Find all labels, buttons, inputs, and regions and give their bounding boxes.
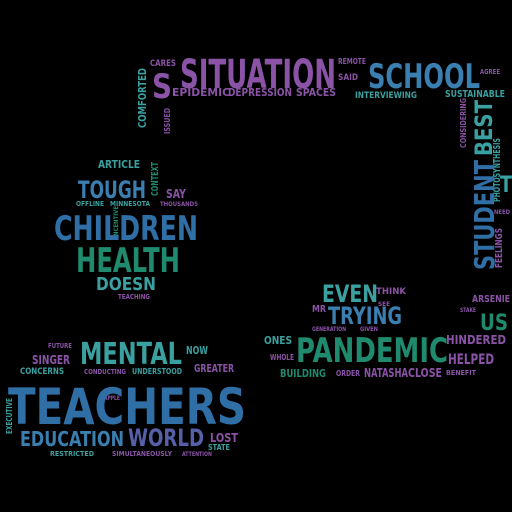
word-doesn: DOESN: [96, 274, 156, 295]
word-student: STUDENT: [468, 160, 501, 270]
word-benefit: BENEFIT: [446, 369, 476, 377]
word-considering: CONSIDERING: [459, 98, 468, 148]
word-lost: LOST: [210, 431, 239, 445]
word-singer: SINGER: [32, 353, 70, 367]
word-stake: STAKE: [460, 307, 476, 314]
word-conducting: CONDUCTING: [84, 368, 126, 376]
word-arsenie: ARSENIE: [472, 294, 510, 305]
word-generation: GENERATION: [312, 326, 346, 333]
word-greater: GREATER: [194, 362, 234, 375]
word-ones: ONES: [264, 334, 292, 347]
word-see: SEE: [378, 301, 390, 308]
word-simultaneously: SIMULTANEOUSLY: [112, 450, 173, 458]
word-remote: REMOTE: [338, 57, 366, 66]
word-order: ORDER: [336, 369, 360, 378]
word-tough: TOUGH: [78, 176, 146, 204]
word-context: CONTEXT: [150, 162, 161, 196]
word-concerns: CONCERNS: [20, 367, 64, 377]
word-children: CHILDREN: [54, 209, 198, 249]
word-mr: MR: [312, 304, 326, 315]
word-feelings: FEELINGS: [494, 228, 505, 268]
word-say: SAY: [166, 187, 186, 201]
word-offline: OFFLINE: [76, 200, 104, 208]
word-future: FUTURE: [48, 342, 72, 350]
word-depression: DEPRESSION: [228, 86, 292, 99]
word-sustainable: SUSTAINABLE: [445, 89, 505, 100]
word-teachers: TEACHERS: [8, 378, 246, 436]
word-teaching: TEACHING: [118, 293, 150, 301]
word-state: STATE: [208, 443, 230, 452]
word-apple: APPLE: [104, 395, 120, 402]
word-hindered: HINDERED: [446, 333, 506, 347]
word-close: CLOSE: [408, 366, 442, 380]
word-helped: HELPED: [448, 352, 494, 368]
word-world: WORLD: [128, 424, 204, 452]
word-mental: MENTAL: [80, 337, 182, 372]
word-even: EVEN: [322, 280, 378, 308]
word-comforted: COMFORTED: [136, 68, 149, 128]
word-situation: SITUATION: [180, 52, 336, 98]
word-restricted: RESTRICTED: [50, 450, 94, 458]
word-us: US: [480, 311, 508, 336]
word-trying: TRYING: [328, 302, 402, 330]
word-cares: CARES: [150, 59, 176, 69]
word-education: EDUCATION: [20, 427, 124, 451]
word-whole: WHOLE: [270, 353, 294, 362]
word-article: ARTICLE: [98, 158, 140, 171]
word-spaces: SPACES: [296, 86, 336, 99]
word-need: NEED: [494, 209, 510, 216]
word-health: HEALTH: [76, 241, 180, 281]
word-school: SCHOOL: [368, 57, 480, 97]
word-s: S: [152, 67, 172, 107]
word-building: BUILDING: [280, 367, 326, 380]
word-given: GIVEN: [360, 326, 378, 333]
word-attention: ATTENTION: [182, 451, 212, 458]
word-think: THINK: [376, 287, 407, 297]
word-agree: AGREE: [480, 68, 500, 76]
word-executive: EXECUTIVE: [5, 398, 14, 434]
word-said: SAID: [338, 73, 358, 83]
word-understood: UNDERSTOOD: [132, 367, 182, 376]
word-natasha: NATASHA: [364, 366, 408, 380]
word-photosynthesis: PHOTOSYNTHESIS: [492, 138, 503, 202]
word-t: T: [500, 173, 512, 198]
word-incentive: INCENTIVE: [113, 206, 120, 238]
word-minnesota: MINNESOTA: [110, 200, 150, 208]
word-thousands: THOUSANDS: [160, 201, 198, 208]
word-now: NOW: [186, 344, 208, 357]
word-epidemic: EPIDEMIC: [172, 86, 230, 99]
word-interviewing: INTERVIEWING: [355, 91, 417, 101]
word-issued: ISSUED: [163, 108, 172, 134]
word-pandemic: PANDEMIC: [296, 331, 448, 371]
word-best: BEST: [470, 99, 498, 156]
